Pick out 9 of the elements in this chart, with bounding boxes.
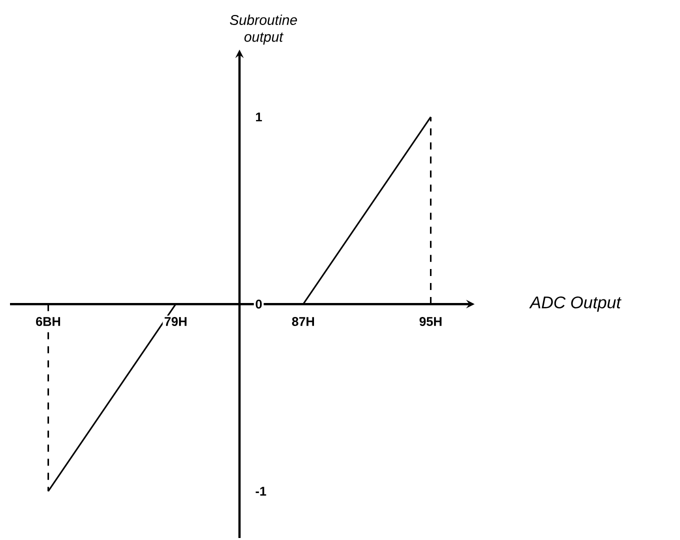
x-tick-label: 6BH bbox=[36, 317, 60, 326]
x-tick-label: 95H bbox=[420, 317, 442, 326]
x-tick-label: 87H bbox=[292, 317, 314, 326]
y-axis-title: Subroutine output bbox=[230, 14, 297, 45]
y-tick-label: 0 bbox=[256, 300, 262, 309]
x-tick-label: 79H bbox=[164, 317, 187, 326]
y-tick-label: 1 bbox=[256, 112, 262, 122]
x-axis-title: ADC Output bbox=[529, 296, 622, 312]
y-tick-label: -1 bbox=[256, 486, 266, 496]
